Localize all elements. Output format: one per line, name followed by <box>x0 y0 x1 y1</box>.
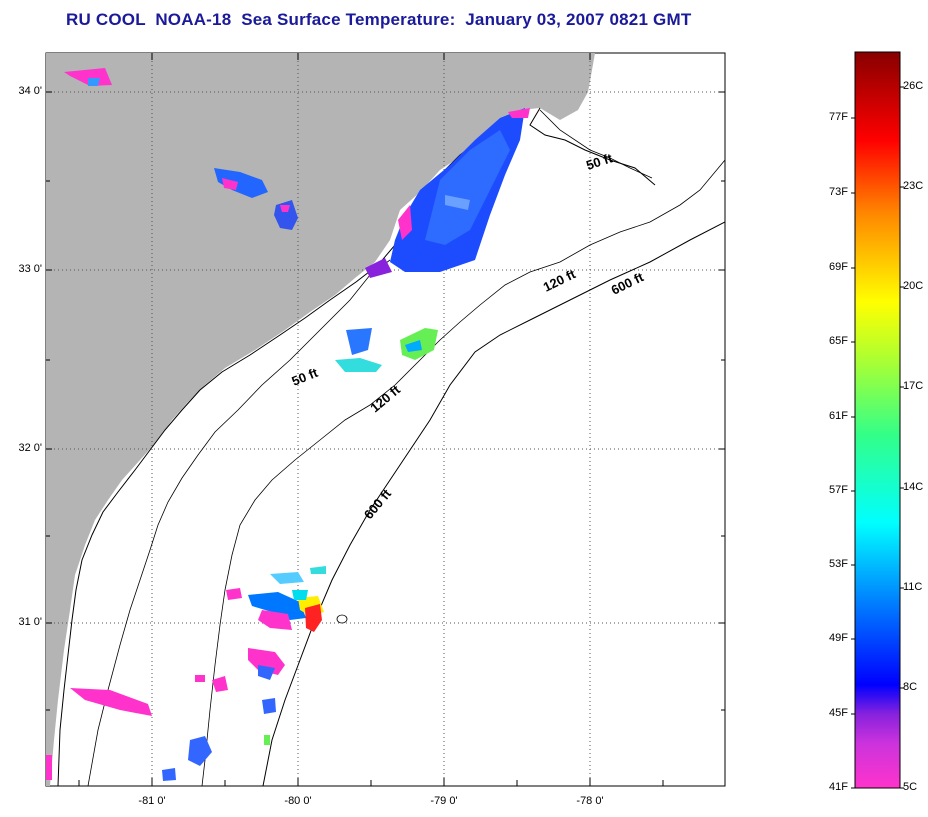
lat-label-33: 33 0' <box>18 263 42 275</box>
colorbar-label-11c: 11C <box>903 581 923 593</box>
contour-600ft <box>262 221 725 786</box>
colorbar-label-14c: 14C <box>903 481 924 493</box>
contour-120ft <box>201 159 725 786</box>
contour-50ft <box>87 109 653 786</box>
colorbar-label-77f: 77F <box>829 111 848 123</box>
colorbar-label-73f: 73F <box>829 186 848 198</box>
colorbar-label-17c: 17C <box>903 380 924 392</box>
colorbar-label-65f: 65F <box>829 335 848 347</box>
land-area <box>46 53 595 786</box>
colorbar-label-69f: 69F <box>829 261 848 273</box>
map-title: RU COOL NOAA-18 Sea Surface Temperature:… <box>66 10 692 29</box>
sst-data <box>46 68 530 781</box>
colorbar-label-23c: 23C <box>903 180 924 192</box>
colorbar-label-45f: 45F <box>829 707 848 719</box>
lon-label-80: -80 0' <box>284 795 312 807</box>
lat-label-31: 31 0' <box>18 616 42 628</box>
colorbar-label-61f: 61F <box>829 410 848 422</box>
lon-label-78: -78 0' <box>576 795 604 807</box>
colorbar-label-41f: 41F <box>829 781 848 793</box>
colorbar-label-57f: 57F <box>829 484 848 496</box>
colorbar-label-5c: 5C <box>903 781 918 793</box>
colorbar <box>854 51 901 789</box>
colorbar-ticks <box>851 86 904 789</box>
lat-label-34: 34 0' <box>18 85 42 97</box>
colorbar-label-8c: 8C <box>903 681 918 693</box>
lon-label-81: -81 0' <box>138 795 166 807</box>
lon-label-79: -79 0' <box>430 795 458 807</box>
lat-label-32: 32 0' <box>18 442 42 454</box>
colorbar-label-26c: 26C <box>903 80 924 92</box>
colorbar-label-49f: 49F <box>829 632 848 644</box>
colorbar-label-53f: 53F <box>829 558 848 570</box>
shoal-marker <box>336 614 348 624</box>
axis-ticks <box>46 53 725 786</box>
colorbar-label-20c: 20C <box>903 280 924 292</box>
